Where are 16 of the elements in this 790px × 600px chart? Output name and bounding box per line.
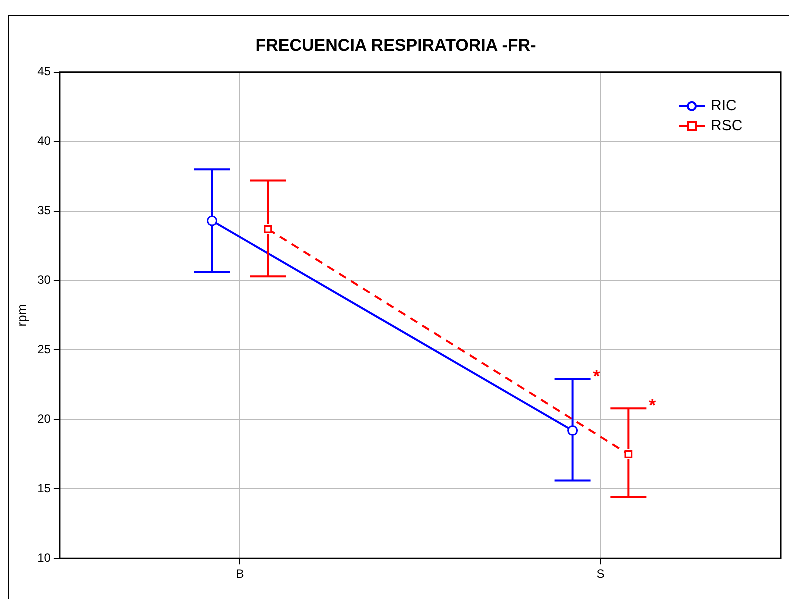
y-tick-label: 35 [38,204,52,218]
y-tick-label: 15 [38,481,52,496]
legend-label: RIC [711,98,737,115]
x-tick-label: B [236,567,244,582]
y-tick-label: 25 [38,342,52,357]
y-axis-title: rpm [14,304,30,327]
y-tick-label: 30 [38,273,52,288]
annotation: * [593,366,600,386]
y-tick-label: 40 [38,134,52,148]
y-tick-label: 10 [38,550,52,565]
y-tick-label: 20 [38,412,52,426]
x-tick-label: S [596,567,605,582]
chart-title: FRECUENCIA RESPIRATORIA -FR- [256,36,536,55]
y-tick-label: 45 [38,64,52,79]
annotation: * [649,396,656,416]
legend-label: RSC [711,118,743,135]
